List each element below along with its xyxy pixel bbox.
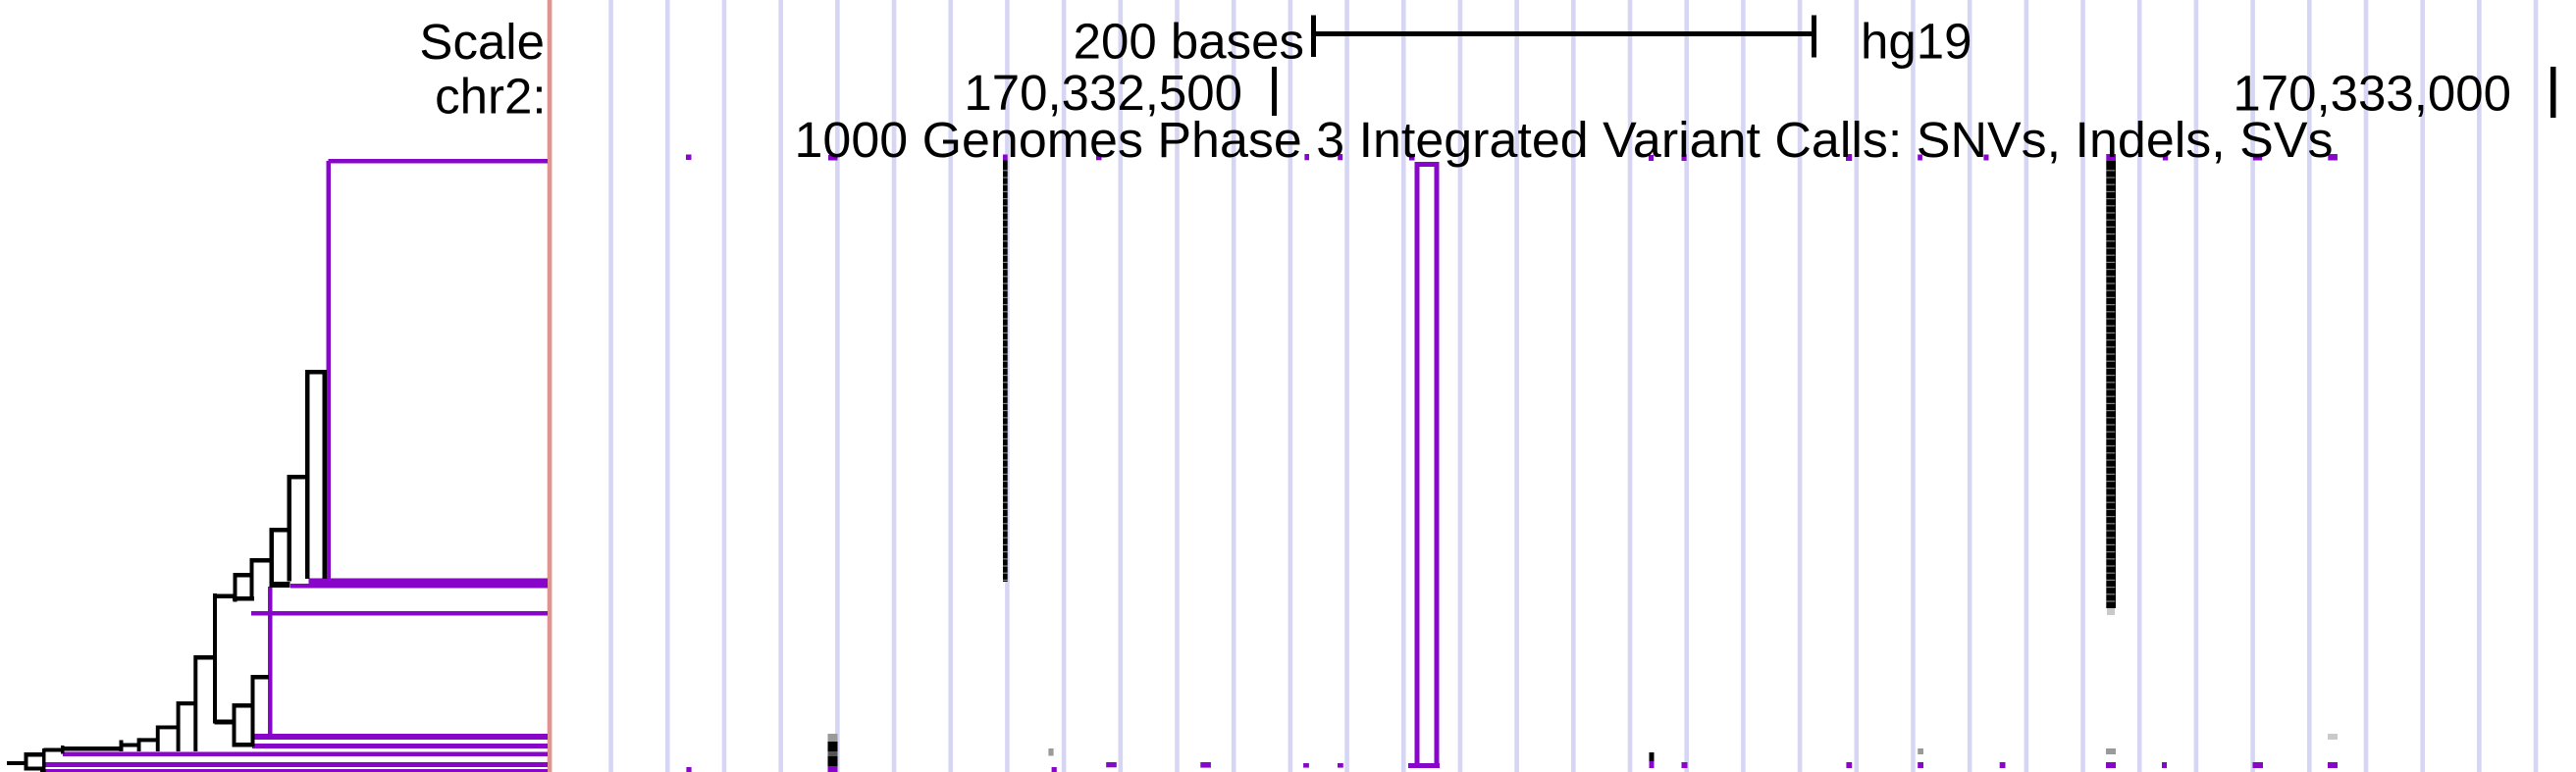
svg-text:hg19: hg19 [1861, 14, 1971, 70]
svg-text:chr2:: chr2: [435, 69, 546, 125]
svg-text:1000 Genomes Phase 3 Integrate: 1000 Genomes Phase 3 Integrated Variant … [795, 112, 2334, 168]
svg-text:200 bases: 200 bases [1074, 14, 1304, 70]
svg-text:170,332,500: 170,332,500 [964, 65, 1242, 121]
svg-text:Scale: Scale [419, 14, 545, 70]
svg-text:170,333,000: 170,333,000 [2233, 66, 2511, 122]
